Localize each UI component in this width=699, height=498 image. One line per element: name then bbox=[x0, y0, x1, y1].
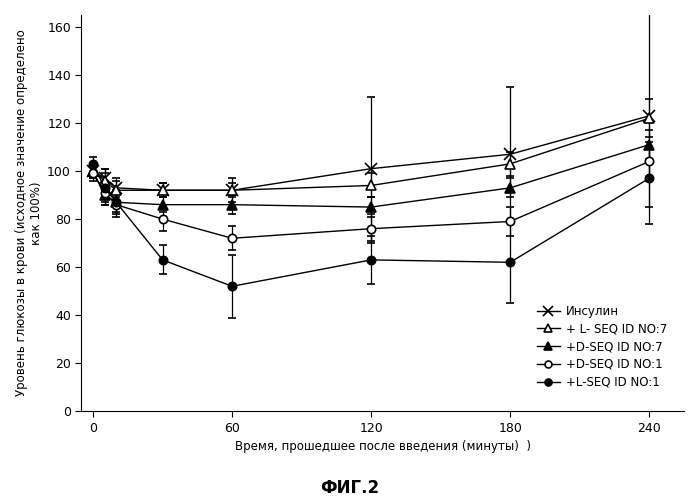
Legend: Инсулин, + L- SEQ ID NO:7, +D-SEQ ID NO:7, +D-SEQ ID NO:1, +L-SEQ ID NO:1: Инсулин, + L- SEQ ID NO:7, +D-SEQ ID NO:… bbox=[532, 300, 672, 393]
Y-axis label: Уровень глюкозы в крови (исходное значение определено
как 100%): Уровень глюкозы в крови (исходное значен… bbox=[15, 30, 43, 396]
X-axis label: Время, прошедшее после введения (минуты)  ): Время, прошедшее после введения (минуты)… bbox=[235, 440, 531, 453]
Text: ФИГ.2: ФИГ.2 bbox=[320, 479, 379, 497]
